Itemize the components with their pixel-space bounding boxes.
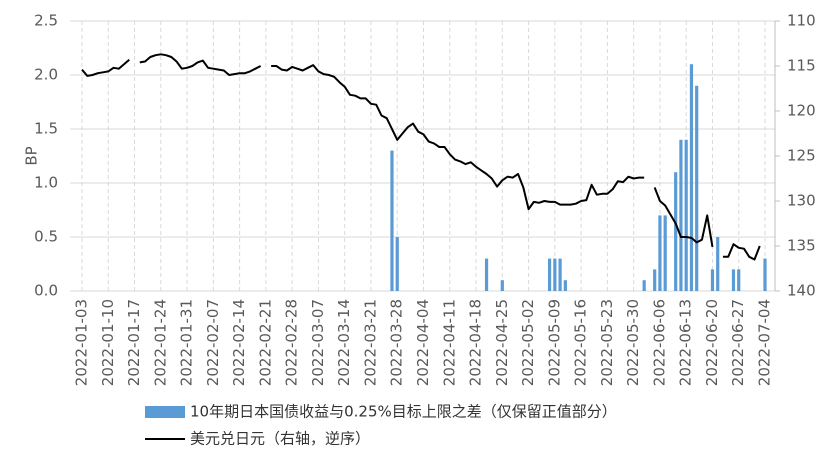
bar <box>674 172 678 291</box>
bar <box>395 237 399 291</box>
y2-tick-label: 140 <box>787 282 816 300</box>
line <box>81 53 761 261</box>
bar <box>737 269 741 291</box>
x-tick-label: 2022-05-23 <box>598 299 616 386</box>
x-tick-label: 2022-03-14 <box>335 299 353 386</box>
y-tick-label: 1.5 <box>34 120 58 138</box>
y-tick-label: 2.0 <box>34 66 58 84</box>
y-axis-label: BP <box>23 146 41 165</box>
x-tick-label: 2022-06-13 <box>677 299 695 386</box>
x-tick-label: 2022-04-04 <box>414 299 432 386</box>
bar <box>553 258 557 291</box>
bar <box>500 280 504 291</box>
bar <box>547 258 552 291</box>
bar <box>658 215 662 291</box>
x-tick-label: 2022-02-28 <box>283 299 301 386</box>
bar <box>716 237 720 291</box>
x-tick-label: 2022-03-28 <box>388 299 406 386</box>
x-tick-label: 2022-05-30 <box>624 299 642 386</box>
x-tick-label: 2022-01-17 <box>125 299 143 386</box>
x-tick-label: 2022-04-18 <box>467 299 485 386</box>
x-tick-label: 2022-01-24 <box>151 299 169 386</box>
bar <box>390 150 394 291</box>
x-tick-label: 2022-05-02 <box>519 299 537 386</box>
bar <box>563 280 567 291</box>
y-tick-label: 1.0 <box>34 174 58 192</box>
x-tick-label: 2022-02-14 <box>230 299 248 386</box>
bar <box>731 269 736 291</box>
bar <box>695 85 699 291</box>
y-tick-label: 2.5 <box>34 12 58 30</box>
y2-tick-label: 120 <box>787 102 816 120</box>
x-tick-label: 2022-05-09 <box>545 299 563 386</box>
x-tick-label: 2022-01-31 <box>178 299 196 386</box>
x-tick-label: 2022-01-10 <box>99 299 117 386</box>
legend-label: 美元兑日元（右轴，逆序） <box>190 430 370 448</box>
x-tick-label: 2022-03-07 <box>309 299 327 386</box>
x-tick-label: 2022-05-16 <box>572 299 590 386</box>
x-tick-label: 2022-06-20 <box>703 299 721 386</box>
bar <box>663 215 667 291</box>
bar <box>763 258 767 291</box>
bar <box>689 64 694 291</box>
bar <box>679 139 683 291</box>
x-tick-label: 2022-06-27 <box>729 299 747 386</box>
x-tick-label: 2022-02-07 <box>204 299 222 386</box>
x-tick-label: 2022-03-21 <box>361 299 379 386</box>
legend-label: 10年期日本国债收益与0.25%目标上限之差（仅保留正值部分） <box>190 403 617 421</box>
bar <box>684 139 688 291</box>
y2-tick-label: 135 <box>787 237 816 255</box>
y2-tick-label: 115 <box>787 57 816 75</box>
x-tick-label: 2022-06-06 <box>650 299 668 386</box>
bar <box>653 269 657 291</box>
y-tick-label: 0.0 <box>34 282 58 300</box>
x-tick-label: 2022-07-04 <box>756 299 774 386</box>
x-tick-label: 2022-04-11 <box>440 299 458 386</box>
y-tick-label: 0.5 <box>34 228 58 246</box>
y2-tick-label: 110 <box>787 12 816 30</box>
y2-tick-label: 125 <box>787 147 816 165</box>
bar <box>710 269 715 291</box>
x-tick-label: 2022-04-25 <box>493 299 511 386</box>
y2-tick-label: 130 <box>787 192 816 210</box>
x-tick-label: 2022-01-03 <box>73 299 91 386</box>
x-tick-label: 2022-02-21 <box>256 299 274 386</box>
legend-swatch <box>145 406 185 418</box>
bar <box>642 280 646 291</box>
bar <box>484 258 489 291</box>
bar <box>558 258 562 291</box>
